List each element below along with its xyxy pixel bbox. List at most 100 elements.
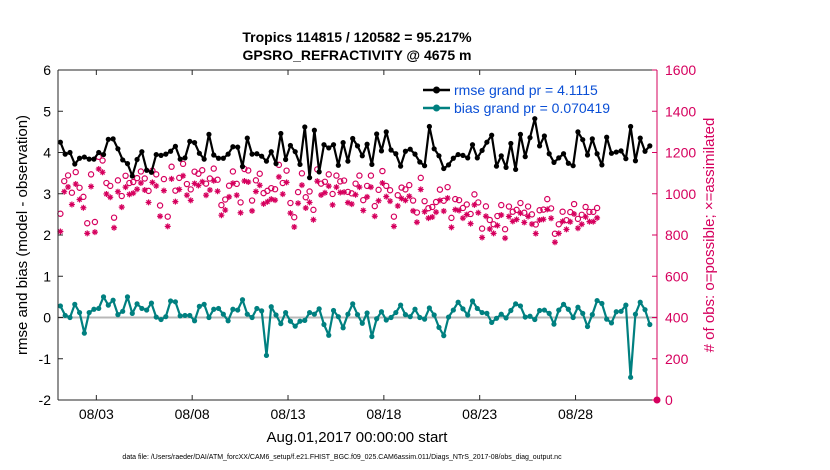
rmse-point: [460, 152, 466, 158]
rmse-point: [359, 153, 365, 159]
obs-assimilated-point: [544, 206, 551, 213]
bias-point: [297, 318, 303, 324]
rmse-point: [570, 163, 576, 169]
obs-assimilated-point: [463, 211, 470, 218]
obs-assimilated-point: [551, 239, 558, 246]
obs-possible-point: [559, 208, 566, 215]
x-tick-label: 08/08: [175, 406, 210, 422]
obs-assimilated-point: [256, 182, 263, 189]
rmse-point: [129, 173, 135, 179]
bias-point: [230, 306, 236, 312]
obs-assimilated-point: [180, 172, 187, 179]
obs-assimilated-point: [157, 213, 164, 220]
obs-possible-point: [371, 202, 378, 210]
bias-point: [383, 317, 389, 323]
rmse-point: [350, 135, 356, 142]
bias-point: [455, 299, 461, 305]
obs-assimilated-point: [513, 216, 520, 223]
rmse-point: [436, 153, 442, 159]
obs-possible-point: [310, 206, 317, 214]
obs-assimilated-point: [444, 195, 451, 202]
bias-point: [541, 307, 547, 313]
bias-point: [560, 301, 567, 307]
rmse-point: [96, 149, 102, 156]
rmse-point: [465, 155, 471, 161]
bias-point: [120, 308, 126, 314]
obs-possible-point: [306, 188, 313, 195]
bias-point: [354, 312, 361, 318]
obs-assimilated-point: [226, 193, 233, 200]
rmse-point: [503, 164, 509, 170]
bias-point: [436, 324, 442, 330]
bias-point: [522, 314, 528, 320]
bias-point: [388, 314, 394, 321]
obs-assimilated-point: [314, 178, 321, 185]
obs-possible-point: [517, 199, 524, 207]
obs-assimilated-point: [486, 226, 493, 233]
obs-assimilated-point: [367, 184, 374, 191]
obs-possible-point: [505, 203, 513, 210]
bias-point: [393, 309, 399, 316]
obs-assimilated-point: [582, 213, 589, 220]
y-left-tick-label: 6: [43, 62, 51, 78]
rmse-point: [584, 152, 591, 158]
obs-possible-point: [501, 226, 509, 233]
bias-point: [139, 305, 145, 312]
obs-assimilated-point: [260, 200, 267, 207]
rmse-point: [541, 133, 547, 139]
obs-possible-point: [72, 168, 79, 176]
obs-assimilated-point: [141, 187, 148, 194]
y-right-tick-label: 800: [665, 227, 689, 243]
rmse-point: [594, 151, 600, 157]
obs-possible-point: [64, 172, 72, 179]
bias-point: [311, 311, 317, 317]
obs-possible-point: [455, 196, 463, 204]
rmse-point: [431, 146, 437, 152]
obs-assimilated-point: [268, 196, 275, 203]
obs-possible-point: [425, 204, 432, 212]
rmse-point: [441, 165, 447, 172]
obs-possible-point: [444, 183, 451, 191]
bias-point: [81, 330, 87, 336]
y-left-tick-label: -1: [39, 351, 52, 367]
obs-assimilated-point: [559, 218, 566, 225]
rmse-point: [560, 151, 567, 157]
obs-possible-point: [429, 203, 436, 211]
bias-point: [623, 302, 629, 308]
obs-possible-point: [375, 186, 382, 194]
rmse-point: [239, 163, 246, 170]
obs-possible-point: [298, 170, 306, 177]
bias-point: [474, 305, 480, 312]
y-left-tick-label: 1: [43, 268, 51, 284]
rmse-point: [139, 149, 145, 155]
obs-possible-point: [325, 171, 332, 178]
obs-assimilated-point: [348, 201, 355, 208]
bias-point: [76, 309, 83, 316]
bias-point: [330, 307, 337, 314]
bias-point: [513, 301, 519, 307]
bias-point: [244, 311, 250, 317]
obs-possible-point: [107, 182, 114, 190]
plot-area: [58, 70, 657, 400]
obs-assimilated-point: [298, 182, 305, 189]
obs-assimilated-point: [406, 193, 413, 200]
x-axis-label: Aug.01,2017 00:00:00 start: [267, 429, 449, 446]
bias-point: [306, 309, 313, 316]
rmse-point: [484, 139, 490, 145]
rmse-point: [302, 124, 308, 130]
y-right-tick-label: 0: [665, 392, 673, 408]
obs-assimilated-point: [356, 184, 363, 191]
obs-assimilated-point: [164, 223, 171, 230]
rmse-point: [489, 132, 495, 138]
obs-assimilated-point: [467, 220, 474, 227]
obs-possible-point: [199, 167, 206, 174]
obs-possible-point: [222, 196, 229, 203]
bias-point: [110, 297, 116, 303]
chart-title: Tropics 114815 / 120582 = 95.217%: [242, 29, 472, 45]
bias-point: [565, 306, 571, 312]
obs-possible-point: [417, 174, 424, 182]
obs-assimilated-point: [195, 182, 202, 189]
obs-assimilated-point: [291, 223, 298, 230]
obs-assimilated-point: [229, 180, 236, 187]
bias-point: [575, 304, 581, 310]
